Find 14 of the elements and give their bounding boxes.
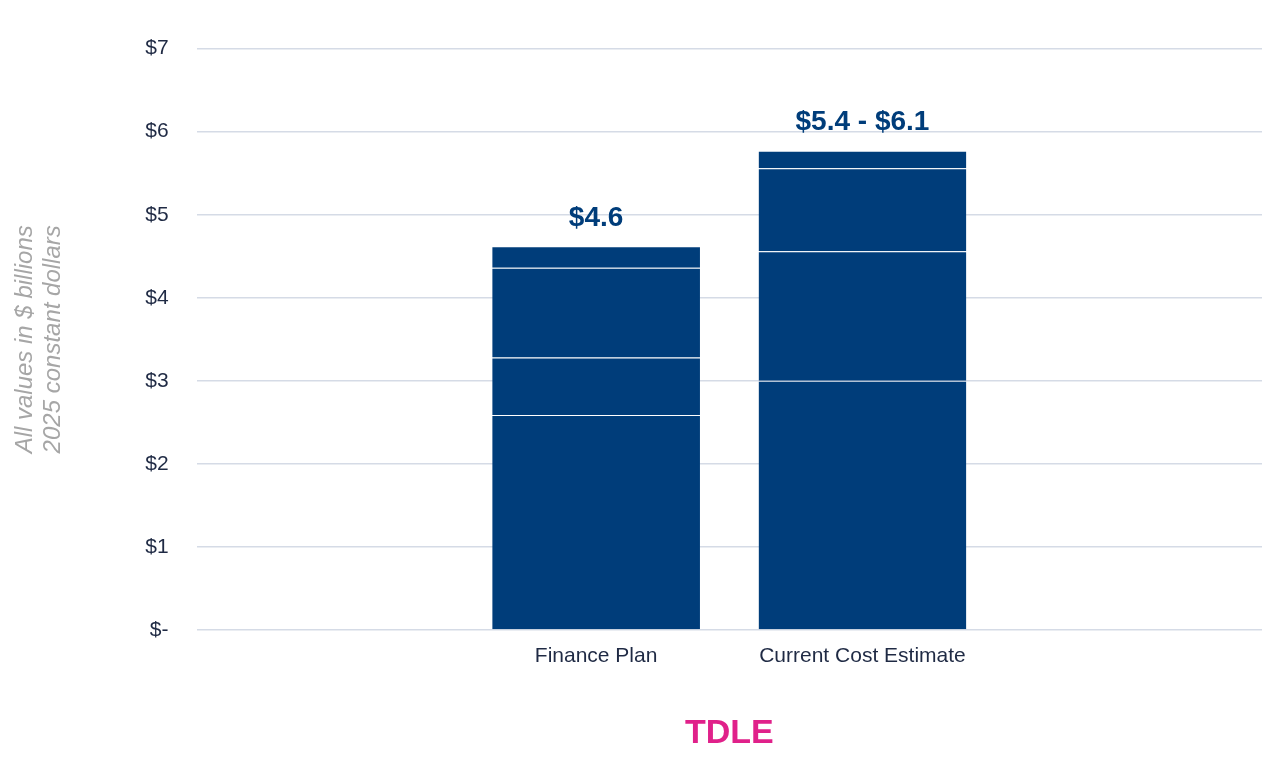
y-tick-label: $- xyxy=(149,616,169,640)
x-tick-label: Current Cost Estimate xyxy=(759,643,966,667)
y-tick-label: $5 xyxy=(145,201,169,225)
y-tick-label: $2 xyxy=(145,450,169,474)
y-tick-label: $3 xyxy=(145,367,169,391)
y-tick-label: $1 xyxy=(145,533,169,557)
y-tick-label: $7 xyxy=(145,35,169,59)
x-tick-label: Finance Plan xyxy=(534,643,658,667)
y-tick-label: $6 xyxy=(145,118,169,142)
x-axis-title: TDLE xyxy=(684,711,774,750)
y-axis-title: All values in $ billions 2025 constant dollars xyxy=(10,225,66,456)
total-label: $4.6 xyxy=(568,200,624,232)
y-tick-label: $4 xyxy=(145,284,169,308)
total-label: $5.4 - $6.1 xyxy=(795,105,930,137)
